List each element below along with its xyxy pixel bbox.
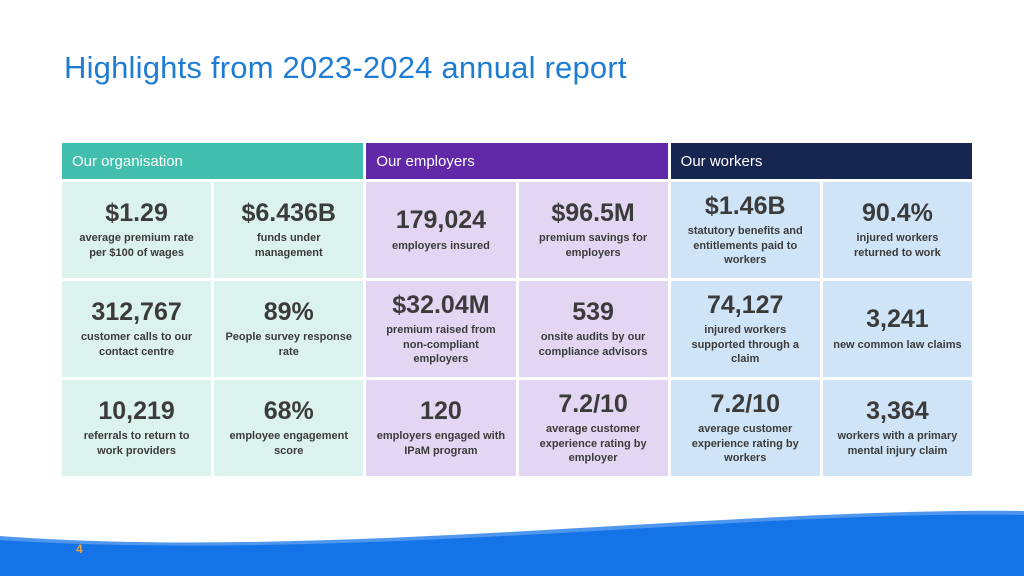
stat-label: employers engaged with IPaM program <box>376 430 506 457</box>
stat-label: employee engagement score <box>229 430 349 457</box>
stat-label: onsite audits by our compliance advisors <box>538 331 648 358</box>
stat-cell: 90.4% injured workers returned to work <box>822 182 972 278</box>
stat-value: 312,767 <box>91 297 182 326</box>
stat-label: average premium rate per $100 of wages <box>79 232 194 259</box>
stat-value: $1.46B <box>704 191 786 220</box>
stat-cell: 89% People survey response rate <box>214 281 364 377</box>
stat-cell: 3,364 workers with a primary mental inju… <box>822 380 972 476</box>
header-our-workers: Our workers <box>670 143 972 179</box>
stat-label: premium savings for employers <box>538 232 648 259</box>
stat-value: 90.4% <box>861 198 933 227</box>
stat-label: premium raised from non-compliant employ… <box>386 324 496 365</box>
stat-label: average customer experience rating by em… <box>539 423 647 464</box>
stats-table: Our organisation Our employers Our worke… <box>62 143 972 476</box>
stat-value: $1.29 <box>105 198 168 227</box>
stat-label: workers with a primary mental injury cla… <box>837 430 958 457</box>
stat-cell: 68% employee engagement score <box>214 380 364 476</box>
header-our-organisation: Our organisation <box>62 143 364 179</box>
stat-cell: $1.46B statutory benefits and entitlemen… <box>670 182 820 278</box>
stat-cell: 74,127 injured workers supported through… <box>670 281 820 377</box>
stat-value: 3,241 <box>866 305 929 334</box>
stat-value: 7.2/10 <box>558 389 628 418</box>
stat-label: People survey response rate <box>225 331 353 358</box>
header-label: Our employers <box>376 152 475 170</box>
stat-value: 3,364 <box>866 396 929 425</box>
stat-cell: $6.436B funds under management <box>214 182 364 278</box>
header-our-employers: Our employers <box>366 143 668 179</box>
stat-cell: 7.2/10 average customer experience ratin… <box>518 380 668 476</box>
header-label: Our workers <box>680 152 763 170</box>
stat-label: funds under management <box>254 232 323 259</box>
stat-value: 179,024 <box>395 206 487 235</box>
page-title: Highlights from 2023-2024 annual report <box>64 50 627 85</box>
stat-value: 68% <box>263 396 314 425</box>
stat-value: $32.04M <box>392 290 490 319</box>
stat-cell: 10,219 referrals to return to work provi… <box>62 380 212 476</box>
stat-cell: 312,767 customer calls to our contact ce… <box>62 281 212 377</box>
stat-value: 89% <box>263 297 314 326</box>
stat-cell: 120 employers engaged with IPaM program <box>366 380 516 476</box>
page-number: 4 <box>76 542 83 556</box>
stat-value: 10,219 <box>98 396 175 425</box>
stat-value: 120 <box>420 396 462 425</box>
header-label: Our organisation <box>72 152 183 170</box>
stat-cell: 3,241 new common law claims <box>822 281 972 377</box>
stat-cell: 7.2/10 average customer experience ratin… <box>670 380 820 476</box>
stat-label: new common law claims <box>833 338 962 351</box>
stat-label: employers insured <box>392 239 490 252</box>
stat-cell: $32.04M premium raised from non-complian… <box>366 281 516 377</box>
stat-label: statutory benefits and entitlements paid… <box>687 225 803 266</box>
stat-value: 539 <box>572 297 614 326</box>
stat-label: injured workers supported through a clai… <box>691 324 800 365</box>
stat-label: injured workers returned to work <box>854 232 941 259</box>
footer-wave-decoration <box>0 510 1024 576</box>
stat-cell: $1.29 average premium rate per $100 of w… <box>62 182 212 278</box>
stat-value: $96.5M <box>551 198 635 227</box>
stat-value: 74,127 <box>707 290 784 319</box>
stat-cell: 539 onsite audits by our compliance advi… <box>518 281 668 377</box>
stat-value: 7.2/10 <box>710 389 780 418</box>
stat-value: $6.436B <box>241 198 336 227</box>
stat-cell: 179,024 employers insured <box>366 182 516 278</box>
stat-label: customer calls to our contact centre <box>80 331 193 358</box>
stat-label: referrals to return to work providers <box>83 430 190 457</box>
stat-label: average customer experience rating by wo… <box>691 423 799 464</box>
stat-cell: $96.5M premium savings for employers <box>518 182 668 278</box>
